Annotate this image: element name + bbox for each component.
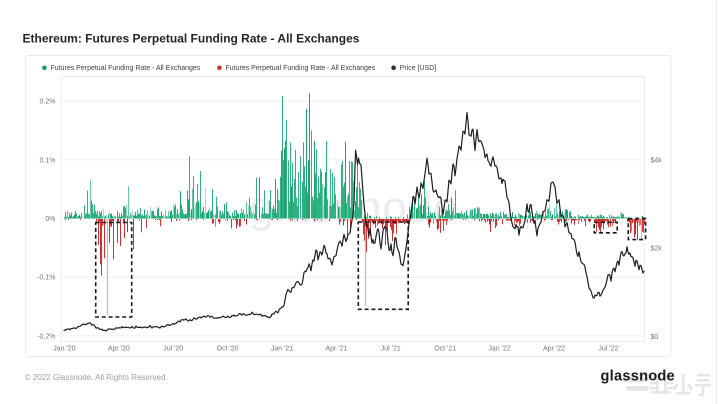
svg-text:Jul '21: Jul '21 <box>381 346 401 353</box>
svg-text:0%: 0% <box>45 216 55 223</box>
svg-text:$0: $0 <box>651 334 659 341</box>
svg-text:Price [USD]: Price [USD] <box>400 65 437 72</box>
svg-text:Jan '22: Jan '22 <box>488 346 510 353</box>
svg-text:Oct '20: Oct '20 <box>217 346 239 353</box>
svg-text:Oct '21: Oct '21 <box>434 346 456 353</box>
svg-text:0.2%: 0.2% <box>40 99 56 106</box>
svg-text:Futures Perpetual Funding Rate: Futures Perpetual Funding Rate - All Exc… <box>51 65 201 72</box>
svg-text:-0.1%: -0.1% <box>37 275 55 282</box>
svg-text:Jan '21: Jan '21 <box>271 346 293 353</box>
svg-text:Ethereum: Futures Perpetual Fu: Ethereum: Futures Perpetual Funding Rate… <box>23 32 360 46</box>
svg-text:Jan '20: Jan '20 <box>53 346 75 353</box>
svg-text:Apr '22: Apr '22 <box>543 346 565 353</box>
svg-text:Jul '22: Jul '22 <box>598 346 618 353</box>
svg-text:$4k: $4k <box>651 158 663 165</box>
svg-text:-0.2%: -0.2% <box>37 333 55 340</box>
svg-text:glassnode: glassnode <box>601 369 675 385</box>
svg-text:$2k: $2k <box>651 245 663 252</box>
svg-text:0.1%: 0.1% <box>40 157 56 164</box>
svg-text:Apr '20: Apr '20 <box>108 346 130 353</box>
svg-text:Apr '21: Apr '21 <box>325 346 347 353</box>
svg-text:Jul '20: Jul '20 <box>163 346 183 353</box>
svg-text:© 2022 Glassnode. All Rights R: © 2022 Glassnode. All Rights Reserved. <box>25 373 168 382</box>
svg-text:Futures Perpetual Funding Rate: Futures Perpetual Funding Rate - All Exc… <box>226 65 376 72</box>
